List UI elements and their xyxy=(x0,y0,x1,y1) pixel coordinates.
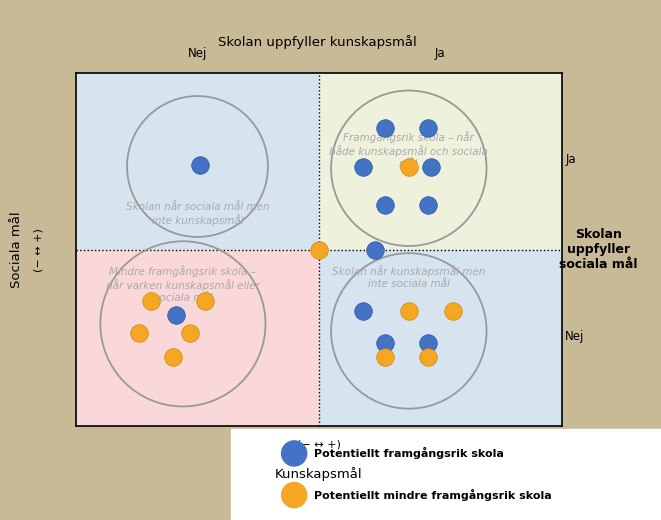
Point xyxy=(358,307,368,316)
Text: Potentiellt framgångsrik skola: Potentiellt framgångsrik skola xyxy=(314,447,504,460)
Point xyxy=(200,297,210,305)
Point xyxy=(185,329,196,337)
Point xyxy=(379,201,390,210)
Point xyxy=(447,307,458,316)
Point xyxy=(379,123,390,132)
Text: (− ↔ +): (− ↔ +) xyxy=(297,440,341,450)
Text: Sociala mål: Sociala mål xyxy=(10,211,23,288)
Point xyxy=(379,339,390,347)
Text: Nej: Nej xyxy=(565,330,584,343)
Point xyxy=(379,353,390,361)
Point xyxy=(369,245,380,254)
Point xyxy=(171,311,181,319)
Text: Skolan
uppfyller
sociala mål: Skolan uppfyller sociala mål xyxy=(559,228,638,271)
Text: Ja: Ja xyxy=(565,153,576,166)
Text: Skolan uppfyller kunskapsmål: Skolan uppfyller kunskapsmål xyxy=(218,35,416,49)
Point xyxy=(423,201,434,210)
Text: Ja: Ja xyxy=(435,47,446,60)
Text: Skolan når sociala mål men
inte kunskapsmål: Skolan når sociala mål men inte kunskaps… xyxy=(126,202,269,226)
Bar xyxy=(319,73,562,250)
Text: Potentiellt mindre framgångsrik skola: Potentiellt mindre framgångsrik skola xyxy=(314,489,552,501)
Text: Nej: Nej xyxy=(188,47,207,60)
Point xyxy=(194,161,205,169)
Point xyxy=(423,353,434,361)
Bar xyxy=(76,73,319,250)
Text: Framgångsrik skola – når
både kunskapsmål och sociala
mål: Framgångsrik skola – når både kunskapsmå… xyxy=(329,131,488,168)
Point xyxy=(403,307,414,316)
Point xyxy=(358,162,368,171)
Text: Mindre framgångsrik skola –
når varken kunskapsmål eller
sociala mål: Mindre framgångsrik skola – når varken k… xyxy=(106,266,260,303)
Point xyxy=(146,297,157,305)
Bar xyxy=(76,250,319,426)
Point xyxy=(423,123,434,132)
Text: Kunskapsmål: Kunskapsmål xyxy=(275,467,363,481)
Point xyxy=(426,162,436,171)
Point xyxy=(423,339,434,347)
Point xyxy=(314,245,325,254)
Bar xyxy=(319,250,562,426)
Text: Skolan når kunskapsmål men
inte sociala mål: Skolan når kunskapsmål men inte sociala … xyxy=(332,266,485,289)
Point xyxy=(168,353,178,361)
Point xyxy=(134,329,145,337)
Point xyxy=(403,162,414,171)
Text: (− ↔ +): (− ↔ +) xyxy=(33,228,44,271)
